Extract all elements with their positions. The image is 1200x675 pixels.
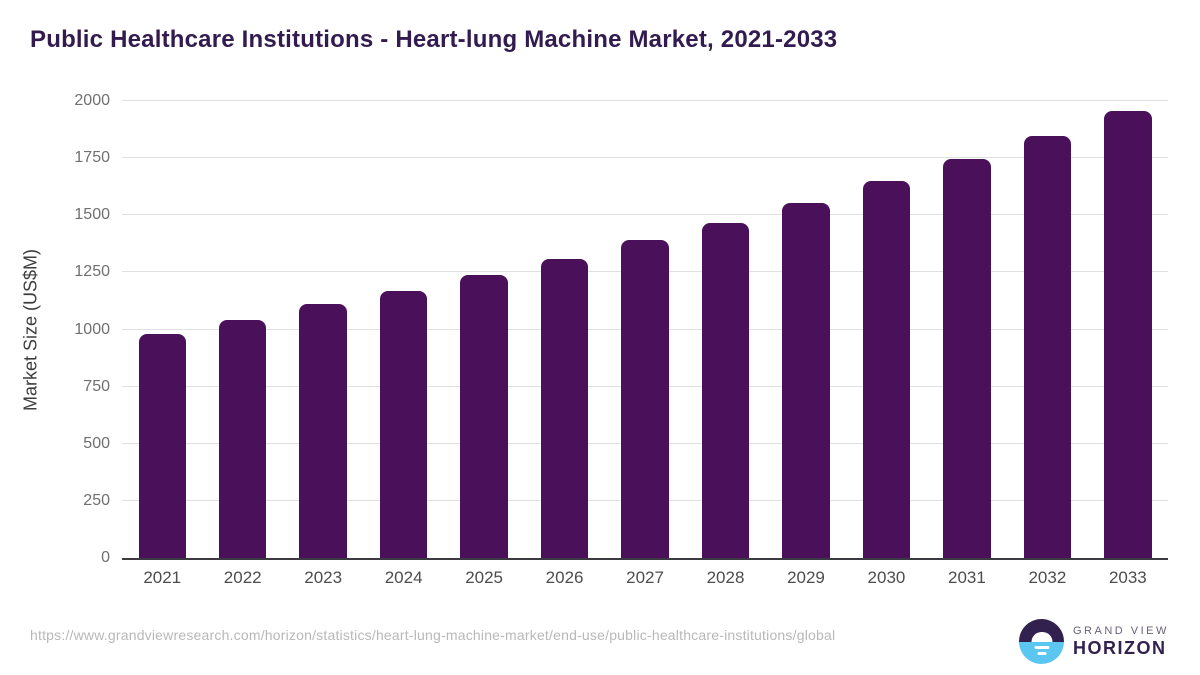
y-tick-label-1750: 1750: [74, 149, 110, 167]
plot-area: [122, 100, 1168, 560]
y-tick-label-1500: 1500: [74, 206, 110, 224]
y-axis-ticks: 0 250 500 750 1000 1250 1500 1750 2000: [0, 92, 110, 566]
bar-slot-2026: [524, 101, 604, 558]
bar-2025[interactable]: [460, 274, 508, 558]
bar-2028[interactable]: [701, 223, 750, 558]
bar-slot-2024: [363, 101, 443, 558]
logo-reflection-line: [1034, 646, 1049, 649]
x-tick-label-2029: 2029: [787, 568, 825, 587]
x-tick-label-2023: 2023: [304, 568, 343, 587]
y-tick-label-1000: 1000: [74, 320, 110, 338]
x-tick-label-2022: 2022: [223, 568, 262, 587]
bar-2030[interactable]: [862, 180, 911, 558]
bar-slot-2023: [283, 101, 363, 558]
bar-slot-2027: [605, 101, 685, 558]
bar-slot-2032: [1007, 101, 1087, 558]
y-tick-label-1250: 1250: [74, 263, 110, 281]
x-tick-label-2026: 2026: [545, 568, 584, 587]
grand-view-horizon-logo-icon: [1019, 619, 1064, 664]
y-tick-label-0: 0: [101, 549, 110, 566]
bar-slot-2025: [444, 101, 524, 558]
x-tick-label-2031: 2031: [948, 568, 986, 587]
bar-2032[interactable]: [1023, 136, 1072, 558]
logo-reflection-line: [1037, 652, 1046, 655]
bar-slot-2021: [122, 101, 202, 558]
y-tick-label-2000: 2000: [74, 92, 110, 109]
bar-slot-2031: [927, 101, 1007, 558]
gridline-1500: [122, 214, 1168, 216]
y-tick-label-250: 250: [83, 491, 110, 509]
x-tick-label-2024: 2024: [384, 568, 423, 587]
bar-2023[interactable]: [299, 304, 347, 558]
x-tick-label-2025: 2025: [465, 568, 504, 587]
bar-2033[interactable]: [1104, 111, 1152, 558]
page-title: Public Healthcare Institutions - Heart-l…: [30, 26, 838, 53]
bar-slot-2033: [1088, 101, 1168, 558]
y-tick-label-750: 750: [83, 377, 110, 395]
bar-2021[interactable]: [138, 334, 186, 558]
logo-text: GRAND VIEW HORIZON: [1073, 625, 1169, 659]
bar-slot-2029: [766, 101, 846, 558]
brand-logo: GRAND VIEW HORIZON: [1019, 619, 1169, 664]
gridline-2000: [122, 100, 1168, 101]
bar-slot-2022: [202, 101, 282, 558]
source-url: https://www.grandviewresearch.com/horizo…: [30, 627, 836, 643]
x-tick-label-2033: 2033: [1108, 568, 1147, 587]
logo-brand-name: GRAND VIEW: [1073, 624, 1169, 637]
bar-slot-2028: [685, 101, 765, 558]
bar-slot-2030: [846, 101, 926, 558]
x-axis-ticks: 2021 2022 2023 2024 2025 2026 2027 2028 2029 2030…: [122, 568, 1168, 588]
x-tick-label-2030: 2030: [867, 568, 906, 587]
logo-product-name: HORIZON: [1073, 637, 1167, 658]
x-tick-label-2032: 2032: [1028, 568, 1067, 587]
x-tick-label-2028: 2028: [706, 568, 745, 587]
gridline-1750: [122, 157, 1168, 159]
bar-2022[interactable]: [218, 320, 267, 558]
y-tick-label-500: 500: [83, 434, 110, 452]
x-tick-label-2027: 2027: [626, 568, 664, 587]
logo-sun-icon: [1031, 631, 1052, 642]
bar-2024[interactable]: [379, 290, 428, 558]
x-tick-label-2021: 2021: [143, 568, 182, 587]
bars-row: [122, 101, 1168, 558]
bar-2027[interactable]: [621, 240, 669, 558]
logo-top-half: [1019, 619, 1064, 642]
bar-2031[interactable]: [943, 159, 991, 558]
x-axis-line: [122, 558, 1168, 560]
bar-2029[interactable]: [782, 202, 830, 558]
bar-2026[interactable]: [540, 258, 589, 558]
